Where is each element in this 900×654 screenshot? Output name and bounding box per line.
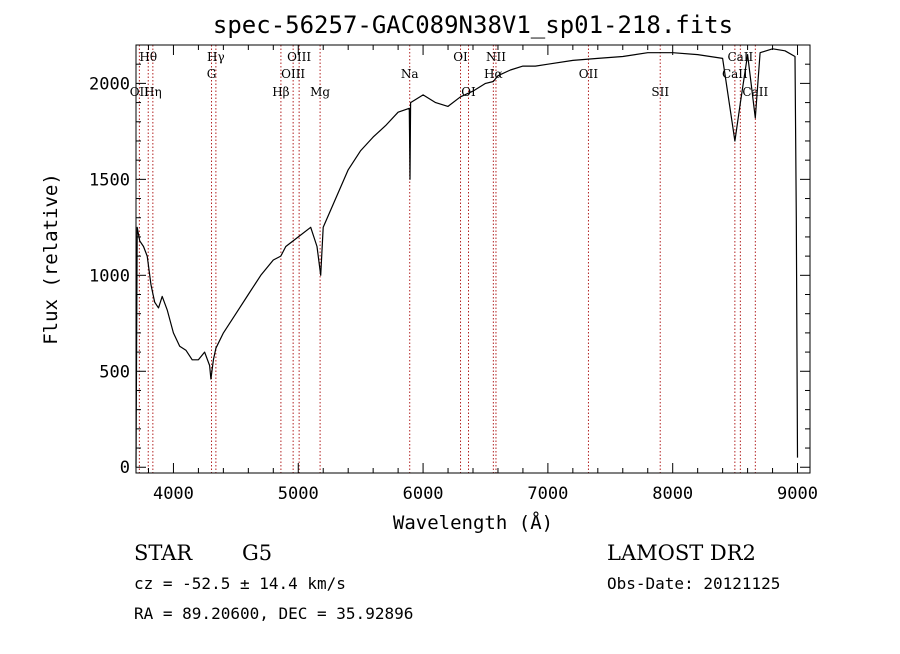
survey-name: LAMOST DR2 xyxy=(607,541,756,565)
object-class: STAR xyxy=(134,541,193,565)
x-tick-label: 4000 xyxy=(153,484,194,504)
x-axis: 4000 5000 6000 7000 8000 9000 xyxy=(147,45,818,504)
line-marker-label: NII xyxy=(486,50,506,64)
line-marker-label: CaII xyxy=(742,85,768,99)
x-tick-label: 9000 xyxy=(777,484,818,504)
x-axis-label: Wavelength (Å) xyxy=(393,511,553,534)
plot-frame xyxy=(135,44,811,474)
x-tick-label: 6000 xyxy=(403,484,444,504)
y-tick-label: 2000 xyxy=(89,74,130,94)
line-marker-label: Hα xyxy=(484,67,503,81)
line-marker-label: OI xyxy=(461,85,476,99)
line-marker-label: CaII xyxy=(722,67,748,81)
x-tick-label: 5000 xyxy=(278,484,319,504)
y-tick-label: 1500 xyxy=(89,170,130,190)
line-marker-label: Mg xyxy=(310,85,330,99)
line-marker-label: CaII xyxy=(727,50,753,64)
line-marker-label: OIII xyxy=(287,50,311,64)
object-subclass: G5 xyxy=(242,541,272,565)
x-tick-label: 7000 xyxy=(527,484,568,504)
line-marker-label: OII xyxy=(579,67,599,81)
y-tick-label: 1000 xyxy=(89,266,130,286)
line-marker-label: SII xyxy=(651,85,669,99)
spectrum-line xyxy=(135,48,799,468)
spectral-line-markers xyxy=(138,45,756,473)
line-marker-label: Na xyxy=(401,67,419,81)
obs-date-text: Obs-Date: 20121125 xyxy=(607,574,780,593)
y-axis: 0 500 1000 1500 2000 xyxy=(89,44,810,478)
line-marker-label: Hβ xyxy=(272,85,289,99)
line-marker-label: Hη xyxy=(144,85,162,99)
line-marker-label: Hγ xyxy=(207,50,225,64)
line-marker-label: Hθ xyxy=(139,50,157,64)
chart-title: spec-56257-GAC089N38V1_sp01-218.fits xyxy=(213,11,733,39)
line-marker-label: G xyxy=(207,67,217,81)
y-tick-label: 500 xyxy=(99,362,130,382)
coordinates-text: RA = 89.20600, DEC = 35.92896 xyxy=(134,604,413,623)
line-marker-label: OII xyxy=(130,85,150,99)
x-tick-label: 8000 xyxy=(652,484,693,504)
line-marker-label: OIII xyxy=(281,67,305,81)
line-marker-label: OI xyxy=(453,50,468,64)
y-axis-label: Flux (relative) xyxy=(40,173,62,345)
y-tick-label: 0 xyxy=(120,458,130,478)
redshift-text: cz = -52.5 ± 14.4 km/s xyxy=(134,574,346,593)
